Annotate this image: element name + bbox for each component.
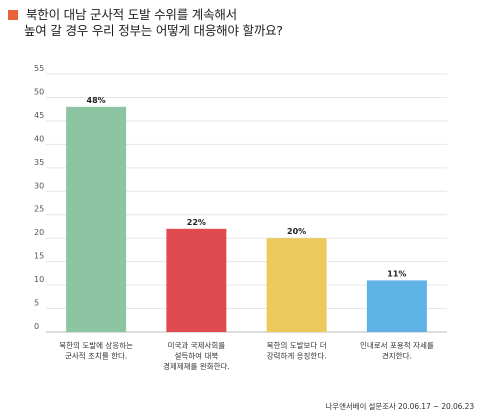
y-tick-label: 25: [34, 205, 44, 214]
x-tick-label: 강력하게 응징한다.: [267, 351, 327, 361]
x-tick-label: 북한의 도발에 상응하는: [59, 340, 133, 350]
title-marker-icon: [8, 10, 18, 20]
y-tick-label: 10: [34, 275, 44, 284]
x-tick-label: 경제제재를 완화한다.: [163, 361, 230, 371]
chart-title-line-2: 높여 갈 경우 우리 정부는 어떻게 대응해야 할까요?: [24, 23, 283, 38]
bar-3: [266, 238, 327, 332]
y-tick-label: 30: [34, 181, 44, 190]
data-label: 20%: [287, 227, 306, 236]
x-tick-label: 군사적 조치를 한다.: [65, 351, 127, 361]
x-tick-label: 미국과 국제사회를: [168, 341, 226, 350]
y-tick-label: 50: [34, 87, 44, 96]
data-label: 11%: [387, 269, 406, 278]
data-label: 48%: [87, 96, 106, 105]
y-tick-label: 0: [34, 322, 39, 331]
source-note: 나우앤서베이 설문조사 20.06.17 ~ 20.06.23: [325, 402, 474, 411]
x-tick-label: 견지한다.: [382, 351, 412, 361]
x-tick-label: 북한의 도발보다 더: [267, 340, 327, 350]
bar-1: [66, 106, 127, 332]
y-tick-label: 35: [34, 158, 44, 167]
y-tick-label: 15: [34, 252, 44, 261]
x-tick-label: 설득하여 대북: [174, 351, 218, 361]
y-tick-label: 55: [34, 64, 44, 73]
x-tick-label: 인내로서 포용적 자세를: [360, 340, 434, 350]
y-tick-label: 20: [34, 228, 44, 237]
chart-title-line-1: 북한이 대남 군사적 도발 수위를 계속해서: [26, 7, 237, 22]
bar-4: [366, 280, 427, 332]
y-tick-label: 5: [34, 299, 39, 308]
y-tick-label: 40: [34, 134, 44, 143]
bar-2: [166, 228, 227, 332]
data-label: 22%: [187, 218, 206, 227]
y-tick-label: 45: [34, 111, 44, 120]
